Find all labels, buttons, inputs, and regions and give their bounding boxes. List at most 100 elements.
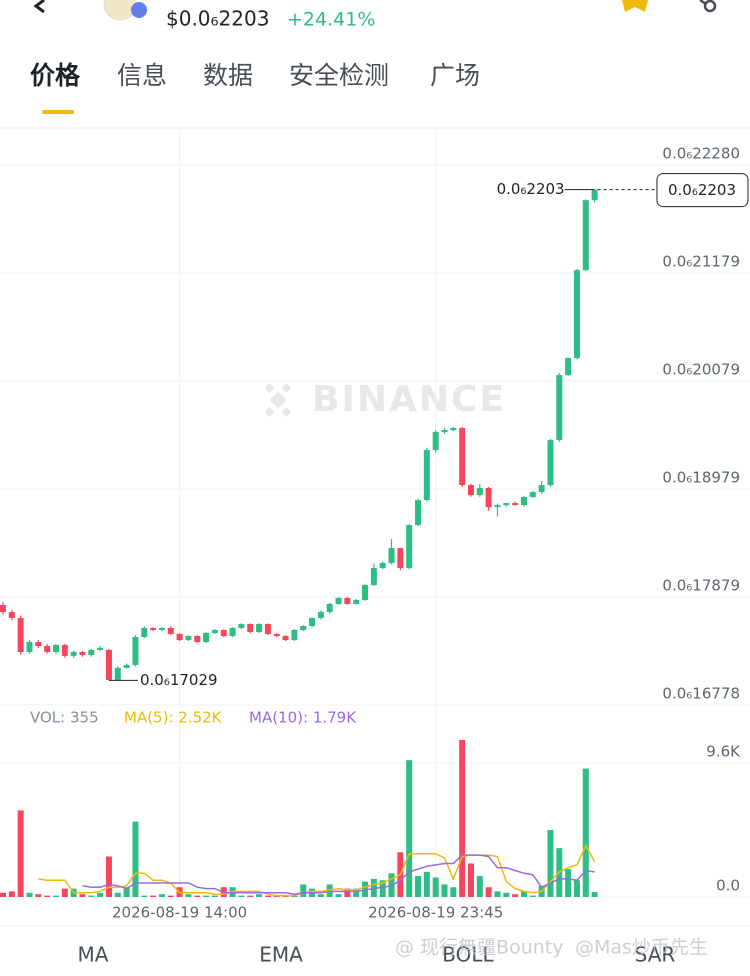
candle-body (573, 270, 580, 359)
last-price-label: 0.0₆2203 (668, 181, 736, 199)
candle-body (132, 636, 139, 665)
tab[interactable]: 安全检测 (289, 61, 389, 90)
volume-bar (459, 739, 466, 897)
candle-body (476, 488, 483, 496)
x-tick-label: 2026-08-19 14:00 (112, 904, 247, 922)
watermark: BINANCE (312, 379, 506, 420)
candle-body (114, 667, 121, 680)
candle-body (264, 624, 271, 634)
candle-body (229, 627, 236, 637)
candle-body (591, 189, 598, 201)
volume-bar (238, 895, 245, 897)
candle-body (88, 649, 95, 655)
volume-bar (203, 895, 210, 897)
candle-body (70, 652, 77, 656)
watermark-logo (264, 383, 292, 417)
candle-body (256, 624, 263, 632)
candle-body (423, 450, 430, 501)
favorite-star[interactable] (622, 0, 648, 12)
volume-bar (573, 880, 580, 897)
candle-body (35, 641, 42, 647)
candle-body (220, 630, 227, 637)
back-arrow[interactable] (33, 0, 45, 14)
y-tick-label: 0.0₆21179 (662, 253, 740, 271)
candle-body (388, 548, 395, 563)
candle-body (503, 503, 510, 506)
price: $0.0₆2203 (166, 7, 269, 31)
candle-body (211, 630, 218, 633)
candle-body (485, 488, 492, 508)
candle-body (397, 548, 404, 568)
tab-underline (42, 110, 74, 114)
candle-body (52, 645, 59, 653)
candle-body (406, 525, 413, 568)
candle-body (467, 485, 474, 496)
candle-body (185, 636, 192, 641)
candle-body (0, 604, 6, 612)
volume-bar (17, 810, 24, 897)
volume-bar (123, 887, 130, 897)
candle-body (26, 641, 33, 653)
candle-body (344, 598, 351, 605)
share-icon[interactable] (699, 0, 717, 13)
legend-entry: MA(5): 2.52K (124, 709, 223, 727)
indicator-tab[interactable]: BOLL (442, 943, 494, 967)
volume-bar (415, 876, 422, 897)
candle-body (556, 375, 563, 441)
candle-body (529, 492, 536, 498)
tab[interactable]: 信息 (117, 61, 167, 90)
candle-body (415, 500, 422, 526)
candle-body (273, 633, 280, 637)
indicator-tab[interactable]: SAR (635, 943, 676, 967)
candle-body (167, 627, 174, 634)
volume-bar (167, 895, 174, 897)
last-price-box (656, 173, 749, 208)
indicator-tab[interactable]: EMA (259, 943, 303, 967)
volume-bar (547, 830, 554, 897)
volume-bar (379, 880, 386, 897)
volume-bar (61, 888, 68, 897)
candle-body (203, 632, 210, 642)
volume-bar (512, 894, 519, 897)
y-tick-label: 0.0₆18979 (662, 468, 740, 486)
volume-bar (150, 895, 157, 897)
ma-line (82, 854, 595, 895)
volume-bar (132, 821, 139, 897)
volume-bar (79, 894, 86, 897)
tab[interactable]: 价格 (30, 61, 81, 90)
y-tick-label: 0.0₆22280 (662, 145, 740, 163)
volume-bar (441, 884, 448, 897)
chain-badge (131, 2, 147, 18)
candle-body (44, 646, 51, 653)
volume-bar (97, 892, 104, 897)
tab[interactable]: 数据 (203, 61, 253, 90)
volume-bar (52, 895, 59, 897)
candle-body (565, 358, 572, 376)
candle-body (79, 652, 86, 655)
y-tick-label: 0.0₆16778 (662, 685, 740, 703)
tab[interactable]: 广场 (430, 61, 480, 90)
volume-bar (0, 892, 6, 897)
candle-body (247, 624, 254, 632)
volume-bar (529, 895, 536, 897)
volume-bar (353, 888, 360, 897)
candle-body (362, 584, 369, 600)
candle-body (370, 567, 377, 585)
volume-bar (467, 863, 474, 897)
x-tick-label: 2026-08-19 23:45 (368, 904, 503, 922)
y-tick-label: 0.0₆20079 (662, 361, 740, 379)
ma-line (38, 843, 596, 897)
y-tick-label: 9.6K (706, 743, 741, 761)
candle-body (105, 649, 112, 680)
candle-body (520, 497, 527, 506)
indicator-tab[interactable]: MA (78, 943, 109, 967)
candle-body (335, 598, 342, 605)
candle-body (309, 617, 316, 626)
y-tick-label: 0.0₆17879 (662, 576, 740, 594)
plot: 0.0₆22280 0.0₆21179 0.0₆20079 0.0₆18979 0.0₆… (0, 130, 750, 922)
volume-bar (406, 760, 413, 897)
candle-body (547, 440, 554, 486)
volume-bar (26, 892, 33, 897)
candle-body (61, 645, 68, 656)
